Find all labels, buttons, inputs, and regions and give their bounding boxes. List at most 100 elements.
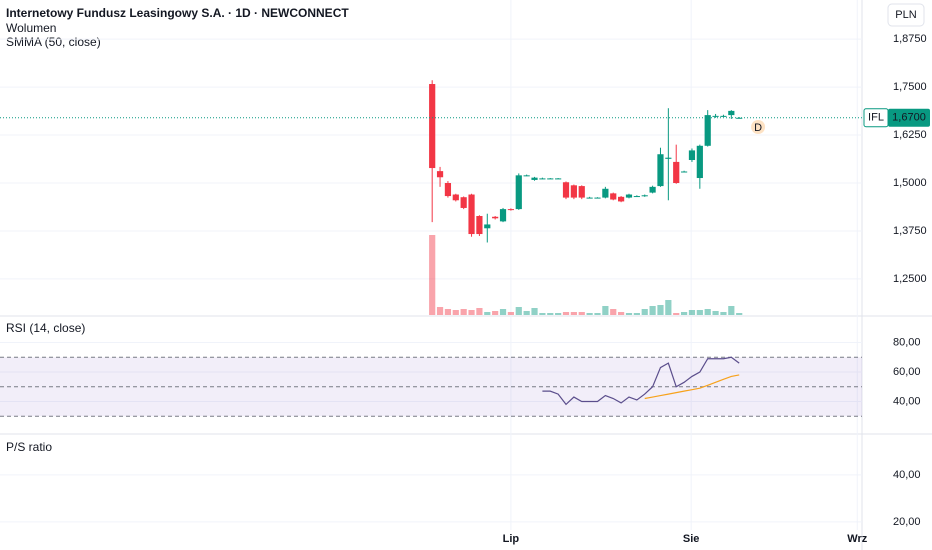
candle-body bbox=[444, 183, 452, 197]
candle-body bbox=[452, 194, 459, 201]
candle-body bbox=[680, 171, 688, 173]
chart-title: Internetowy Fundusz Leasingowy S.A. · 1D… bbox=[6, 6, 349, 20]
volume-bar bbox=[594, 313, 601, 315]
candle-body bbox=[507, 209, 515, 211]
dividend-label: D bbox=[754, 122, 762, 134]
rsi-line bbox=[542, 356, 740, 406]
rsi-line bbox=[644, 374, 740, 400]
y-tick-label: 1,7500 bbox=[893, 81, 927, 93]
volume-bar bbox=[649, 306, 656, 315]
candle-body bbox=[712, 115, 719, 117]
pane-title: RSI (14, close) bbox=[6, 321, 85, 335]
candle-body bbox=[578, 186, 585, 198]
candle-body bbox=[484, 224, 491, 229]
candle-body bbox=[523, 175, 530, 177]
volume-bar bbox=[499, 309, 507, 315]
volume-bar bbox=[460, 309, 467, 315]
candle-body bbox=[594, 197, 601, 199]
volume-bar bbox=[429, 235, 436, 315]
volume-bar bbox=[515, 307, 522, 315]
candle-body bbox=[476, 216, 483, 235]
dividend-marker bbox=[751, 119, 766, 134]
y-tick-label: 80,00 bbox=[893, 336, 921, 348]
candle-body bbox=[436, 171, 444, 178]
currency-button[interactable] bbox=[887, 3, 925, 27]
volume-bar bbox=[657, 305, 664, 315]
volume-bar bbox=[468, 310, 475, 315]
candle-body bbox=[618, 196, 625, 202]
y-tick-label: 1,5000 bbox=[893, 177, 927, 189]
volume-bar bbox=[680, 312, 688, 315]
candle-body bbox=[468, 194, 475, 235]
volume-bar bbox=[523, 311, 530, 315]
volume-bar bbox=[641, 309, 648, 315]
candle-body bbox=[460, 197, 467, 208]
volume-bar bbox=[484, 312, 491, 315]
x-tick-label: Sie bbox=[683, 533, 700, 545]
y-tick-label: 1,8750 bbox=[893, 33, 927, 45]
legend-item: Wolumen bbox=[6, 21, 56, 35]
candle-body bbox=[728, 110, 735, 116]
volume-bar bbox=[736, 313, 743, 315]
candle-body bbox=[515, 175, 522, 210]
volume-bar bbox=[452, 310, 459, 315]
y-tick-label: 20,00 bbox=[893, 516, 921, 528]
candle-body bbox=[641, 195, 648, 197]
candle-body bbox=[673, 161, 680, 184]
volume-bar bbox=[704, 309, 711, 315]
candle-body bbox=[625, 194, 633, 198]
candle-body bbox=[736, 117, 743, 119]
volume-bar bbox=[602, 306, 609, 315]
volume-bar bbox=[531, 308, 538, 315]
volume-bar bbox=[507, 312, 515, 315]
volume-bar bbox=[555, 313, 562, 315]
candle-body bbox=[570, 185, 577, 198]
volume-bar bbox=[610, 309, 617, 315]
candle-body bbox=[492, 216, 499, 219]
candle-body bbox=[562, 182, 570, 198]
y-tick-label: 60,00 bbox=[893, 366, 921, 378]
volume-bar bbox=[665, 300, 672, 315]
volume-bar bbox=[720, 312, 727, 315]
volume-bar bbox=[476, 308, 483, 315]
volume-bar bbox=[578, 312, 585, 315]
y-tick-label: 1,6250 bbox=[893, 129, 927, 141]
candle-body bbox=[688, 150, 696, 160]
candle-body bbox=[586, 197, 593, 199]
volume-bar bbox=[728, 306, 735, 315]
price-label: 1,6700 bbox=[892, 112, 926, 124]
volume-bar bbox=[562, 312, 570, 315]
volume-bar bbox=[712, 311, 719, 315]
volume-bar bbox=[547, 313, 554, 315]
candle-body bbox=[429, 84, 436, 169]
legend-item: SMMA (50, close) bbox=[6, 35, 101, 49]
candle-body bbox=[704, 115, 711, 146]
y-tick-label: 40,00 bbox=[893, 395, 921, 407]
x-tick-label: Wrz bbox=[847, 533, 867, 545]
y-tick-label: 1,3750 bbox=[893, 225, 927, 237]
volume-bar bbox=[492, 311, 499, 315]
candle-body bbox=[531, 177, 538, 180]
currency[interactable]: PLN bbox=[895, 9, 916, 21]
candle-body bbox=[602, 188, 609, 198]
volume-bar bbox=[570, 312, 577, 315]
y-tick-label: 1,2500 bbox=[893, 273, 927, 285]
volume-bar bbox=[586, 313, 593, 315]
candle-body bbox=[720, 115, 727, 117]
candle-body bbox=[649, 186, 656, 193]
candle-body bbox=[555, 178, 562, 180]
volume-bar bbox=[696, 310, 703, 315]
candle-body bbox=[657, 154, 664, 187]
pane-title: P/S ratio bbox=[6, 440, 52, 454]
candle-body bbox=[696, 145, 703, 179]
candle-body bbox=[610, 193, 617, 200]
price-box bbox=[888, 108, 930, 127]
volume-bar bbox=[673, 313, 680, 315]
x-tick-label: Lip bbox=[503, 533, 520, 545]
y-tick-label: 40,00 bbox=[893, 469, 921, 481]
volume-bar bbox=[633, 313, 640, 315]
volume-bar bbox=[444, 309, 452, 315]
candle-body bbox=[633, 196, 640, 198]
